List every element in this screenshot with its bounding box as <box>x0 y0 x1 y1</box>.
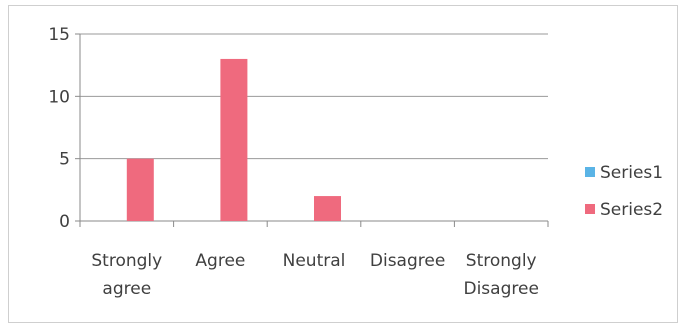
x-tick-label: Strongly agree <box>91 251 162 299</box>
x-tick-label-line: Strongly <box>466 251 537 271</box>
x-tick-label-line: Disagree <box>463 279 538 299</box>
y-tick-label: 10 <box>48 87 70 107</box>
bars <box>126 58 341 221</box>
x-tick-label-line: Neutral <box>283 251 346 271</box>
legend-label: Series2 <box>600 200 663 220</box>
legend-swatch <box>585 204 595 214</box>
y-tick-label: 15 <box>48 25 70 45</box>
legend-swatch <box>585 167 595 177</box>
y-axis-ticks: 0 5 10 15 <box>48 25 80 232</box>
x-tick-label: Agree <box>195 251 245 271</box>
legend-label: Series1 <box>600 163 663 183</box>
x-tick-label-line: Agree <box>195 251 245 271</box>
legend: Series1 Series2 <box>585 163 663 220</box>
bar <box>126 158 154 221</box>
x-tick-label-line: Disagree <box>370 251 445 271</box>
x-tick-label: Disagree <box>370 251 445 271</box>
x-tick-label-line: Strongly <box>91 251 162 271</box>
x-tick-label-line: agree <box>102 279 151 299</box>
x-tick-label: Strongly Disagree <box>463 251 538 299</box>
gridlines <box>80 33 548 160</box>
bar <box>314 196 341 221</box>
y-tick-label: 0 <box>59 212 70 232</box>
bar <box>220 58 248 221</box>
x-tick-label: Neutral <box>283 251 346 271</box>
chart-frame <box>8 5 678 323</box>
y-tick-label: 5 <box>59 150 70 170</box>
